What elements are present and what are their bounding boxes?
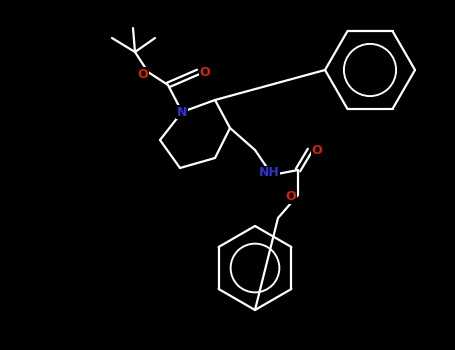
Text: NH: NH bbox=[258, 167, 279, 180]
Text: O: O bbox=[286, 190, 296, 203]
Text: O: O bbox=[138, 68, 148, 80]
Text: O: O bbox=[200, 65, 210, 78]
Text: O: O bbox=[312, 144, 322, 156]
Text: N: N bbox=[177, 105, 187, 119]
